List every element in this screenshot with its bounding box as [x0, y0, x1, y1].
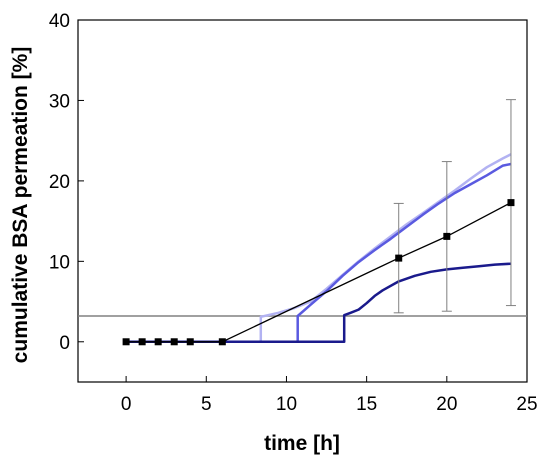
x-tick-label: 0 [121, 394, 132, 415]
series-line-2 [126, 162, 512, 344]
x-tick-label: 10 [276, 394, 297, 415]
y-tick-label: 0 [59, 333, 70, 354]
mean-point [122, 338, 130, 346]
mean-point [186, 338, 194, 346]
mean-point [507, 199, 515, 207]
plot-area-frame [77, 19, 528, 383]
mean-point [154, 338, 162, 346]
x-axis-label: time [h] [264, 432, 340, 455]
y-tick-label: 10 [49, 252, 70, 273]
mean-point [218, 338, 226, 346]
series-line-3 [126, 262, 512, 344]
series-line-1 [126, 153, 512, 344]
mean-point [138, 338, 146, 346]
x-tick-label: 15 [356, 394, 377, 415]
y-tick-label: 30 [49, 91, 70, 112]
replicate-series-group [126, 153, 512, 344]
x-tick-label: 25 [516, 394, 537, 415]
y-axis-label: cumulative BSA permeation [%] [9, 47, 32, 364]
x-tick-label: 5 [201, 394, 212, 415]
x-tick-label: 20 [436, 394, 457, 415]
mean-series-group [122, 99, 516, 346]
x-axis-ticks: 0 5 10 15 20 25 [121, 376, 538, 415]
mean-point [170, 338, 178, 346]
y-axis-ticks: 0 10 20 30 40 [49, 11, 84, 354]
mean-point [395, 254, 403, 262]
mean-line [126, 202, 512, 343]
y-tick-label: 40 [49, 11, 70, 32]
y-tick-label: 20 [49, 172, 70, 193]
mean-point [443, 232, 451, 240]
